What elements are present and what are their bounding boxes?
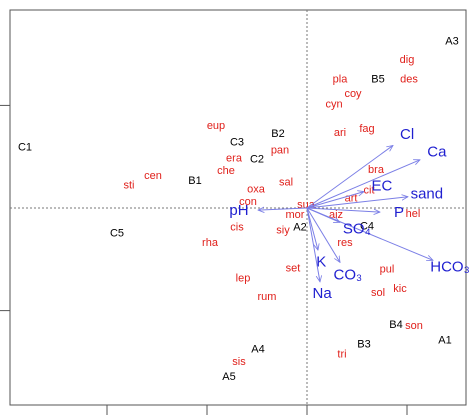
env-arrow xyxy=(306,160,420,209)
species-label: tri xyxy=(337,349,346,361)
species-label: era xyxy=(226,153,243,165)
species-label: hel xyxy=(406,208,421,220)
env-arrow xyxy=(306,207,320,282)
env-label: Ca xyxy=(427,144,447,161)
species-label: con xyxy=(239,196,257,208)
site-label: C3 xyxy=(230,136,244,148)
species-label: pul xyxy=(380,263,395,275)
species-label: cyn xyxy=(325,98,342,110)
species-label: set xyxy=(286,262,301,274)
site-label: C5 xyxy=(110,228,124,240)
env-arrow xyxy=(306,207,380,212)
species-label: che xyxy=(217,165,235,177)
env-label: pH xyxy=(229,202,248,219)
species-label: sti xyxy=(124,179,135,191)
env-label: HCO₃ xyxy=(430,258,469,275)
env-label: EC xyxy=(372,177,393,194)
species-label: bra xyxy=(368,164,385,176)
env-arrow xyxy=(306,207,340,222)
env-label: CO₃ xyxy=(334,266,363,283)
site-label: A4 xyxy=(251,344,264,356)
species-label: oxa xyxy=(247,183,266,195)
env-label: P xyxy=(394,204,404,221)
site-label: B1 xyxy=(188,175,201,187)
plot-frame xyxy=(9,9,467,406)
species-label: sol xyxy=(371,287,385,299)
env-arrow xyxy=(306,207,340,262)
species-label: mor xyxy=(286,209,305,221)
env-label: SO₄ xyxy=(343,221,371,238)
species-label: sal xyxy=(279,176,293,188)
site-label: B4 xyxy=(389,319,402,331)
species-label: cit xyxy=(364,184,375,196)
site-label: A2 xyxy=(293,221,306,233)
species-label: des xyxy=(400,74,418,86)
species-label: ari xyxy=(334,127,346,139)
species-label: art xyxy=(345,193,358,205)
env-label: K xyxy=(316,254,326,271)
site-label: B5 xyxy=(371,74,384,86)
env-label: Na xyxy=(313,285,333,302)
site-label: C4 xyxy=(360,220,374,232)
env-arrow xyxy=(306,145,393,209)
species-label: eup xyxy=(207,120,225,132)
env-arrow xyxy=(306,192,364,209)
site-label: A3 xyxy=(445,36,458,48)
species-label: siy xyxy=(276,224,290,236)
species-label: coy xyxy=(344,88,362,100)
species-label: pla xyxy=(333,74,349,86)
species-label: rum xyxy=(258,291,277,303)
env-arrow xyxy=(306,197,408,209)
species-label: lep xyxy=(236,273,251,285)
env-label: sand xyxy=(411,186,444,203)
species-label: dig xyxy=(400,54,415,66)
species-label: rha xyxy=(202,237,219,249)
species-label: kic xyxy=(393,283,407,295)
env-label: Cl xyxy=(400,126,414,143)
env-arrow xyxy=(306,207,318,250)
site-label: C1 xyxy=(18,141,32,153)
site-label: A1 xyxy=(438,334,451,346)
site-label: B3 xyxy=(357,338,370,350)
site-label: B2 xyxy=(271,128,284,140)
species-label: fag xyxy=(359,123,374,135)
species-label: res xyxy=(337,237,353,249)
species-label: son xyxy=(405,320,423,332)
species-label: cis xyxy=(230,221,244,233)
species-label: aiz xyxy=(329,209,343,221)
species-label: sis xyxy=(232,356,246,368)
species-label: cen xyxy=(144,170,162,182)
species-label: pan xyxy=(271,144,289,156)
site-label: C2 xyxy=(250,154,264,166)
site-label: A5 xyxy=(222,371,235,383)
env-arrow xyxy=(258,208,308,210)
